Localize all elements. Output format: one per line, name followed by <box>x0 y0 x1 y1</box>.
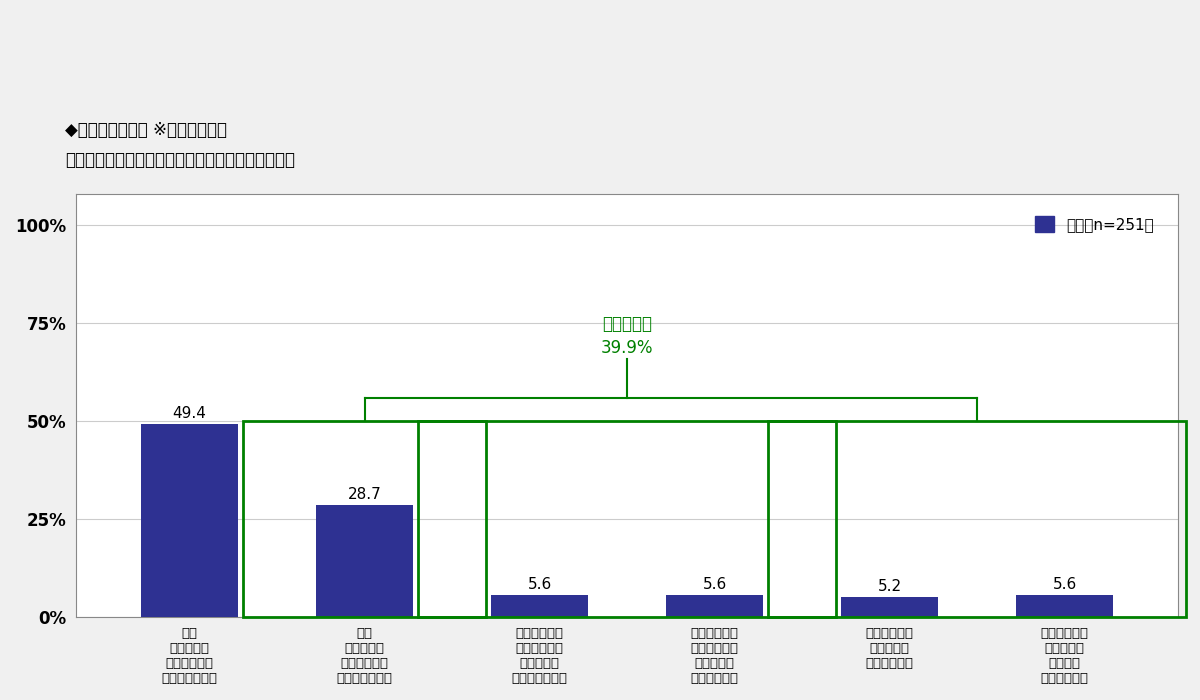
Bar <box>242 421 486 617</box>
Bar <box>492 595 588 617</box>
Legend: 全体「n=251」: 全体「n=251」 <box>1030 210 1159 239</box>
Text: 対象：車の買替えまたは追加購入の予定がある人: 対象：車の買替えまたは追加購入の予定がある人 <box>65 150 295 169</box>
Bar <box>418 421 836 617</box>
Bar <box>1016 595 1112 617</box>
Text: 5.6: 5.6 <box>1052 578 1076 592</box>
Bar <box>841 597 937 617</box>
Text: 5.2: 5.2 <box>877 579 901 594</box>
Text: 49.4: 49.4 <box>173 405 206 421</box>
Text: 影響がある
39.9%: 影響がある 39.9% <box>601 315 653 357</box>
Bar <box>666 595 763 617</box>
Bar <box>768 421 1187 617</box>
Text: 5.6: 5.6 <box>702 578 727 592</box>
Bar <box>142 424 238 617</box>
Text: 5.6: 5.6 <box>528 578 552 592</box>
Bar <box>317 505 413 617</box>
Text: 28.7: 28.7 <box>348 486 382 502</box>
Text: ◆納期遅延の影響 ※単一回答形式: ◆納期遅延の影響 ※単一回答形式 <box>65 121 227 139</box>
